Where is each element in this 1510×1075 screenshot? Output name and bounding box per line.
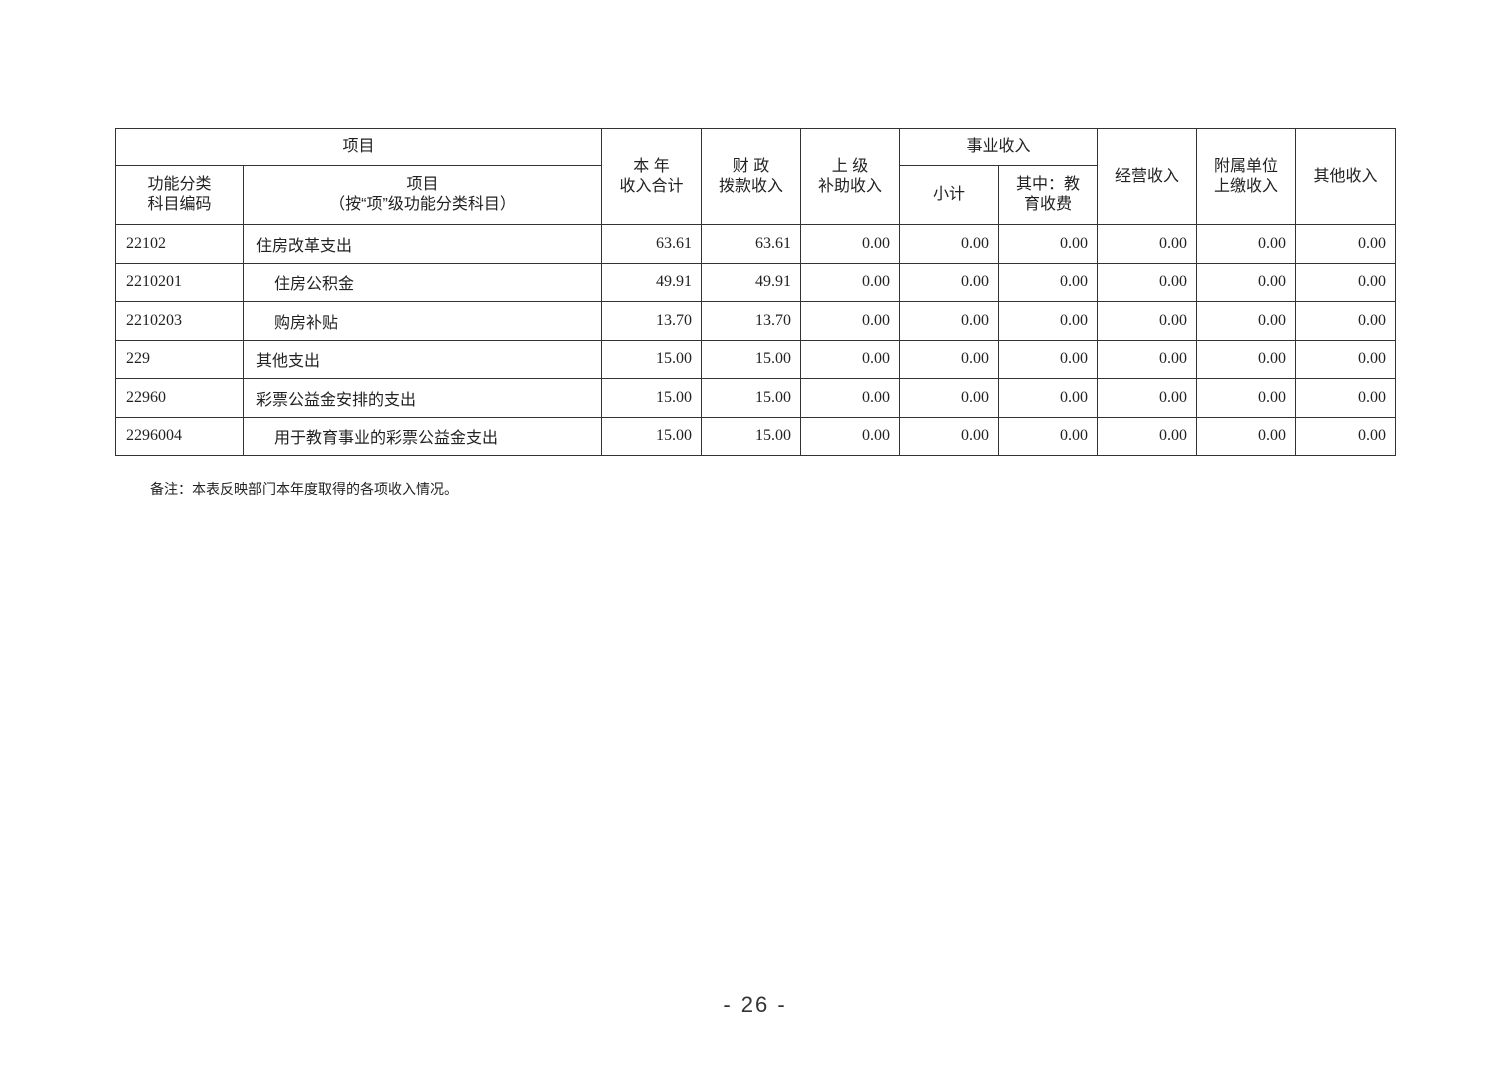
row-value: 0.00 [899,224,1000,264]
row-value: 0.00 [1097,224,1198,264]
table-row: 2210203 购房补贴 13.70 13.70 0.00 0.00 0.00 0.00 0.0… [115,301,1397,341]
row-name: 住房公积金 [242,262,603,302]
table-row: 2210201 住房公积金 49.91 49.91 0.00 0.00 0.00 0.00 0.… [115,262,1397,302]
row-value: 0.00 [1097,262,1198,302]
row-value: 0.00 [899,262,1000,302]
row-value: 0.00 [1097,416,1198,456]
row-value: 0.00 [1295,339,1397,379]
row-name: 住房改革支出 [242,224,603,264]
row-value: 0.00 [1295,378,1397,418]
row-code: 2296004 [115,416,244,456]
row-code: 22960 [115,378,244,418]
row-value: 15.00 [701,339,802,379]
table-row: 22960 彩票公益金安排的支出 15.00 15.00 0.00 0.00 0.00 0.0… [115,378,1397,418]
row-value: 49.91 [601,262,703,302]
row-code: 229 [115,339,244,379]
row-value: 0.00 [800,224,901,264]
row-value: 0.00 [998,416,1099,456]
row-value: 13.70 [701,301,802,341]
row-value: 0.00 [1097,339,1198,379]
row-value: 0.00 [1097,301,1198,341]
row-code: 2210203 [115,301,244,341]
header-superior: 上 级 补助收入 [800,128,901,225]
row-value: 0.00 [1295,262,1397,302]
row-value: 0.00 [1196,224,1297,264]
row-code: 22102 [115,224,244,264]
header-business: 事业收入 [899,128,1099,166]
row-value: 0.00 [800,416,901,456]
row-value: 0.00 [1196,301,1297,341]
header-code: 功能分类 科目编码 [115,165,244,225]
row-value: 0.00 [800,262,901,302]
header-operating: 经营收入 [1097,128,1198,225]
row-value: 0.00 [899,416,1000,456]
row-value: 0.00 [1196,378,1297,418]
row-value: 0.00 [800,378,901,418]
table-row: 229 其他支出 15.00 15.00 0.00 0.00 0.00 0.00 0.00 0.0… [115,339,1397,379]
header-other: 其他收入 [1295,128,1397,225]
table-row: 22102 住房改革支出 63.61 63.61 0.00 0.00 0.00 0.00 0.0… [115,224,1397,264]
page-number: - 26 - [723,992,787,1017]
row-value: 0.00 [899,339,1000,379]
row-value: 0.00 [1295,301,1397,341]
table-row: 2296004 用于教育事业的彩票公益金支出 15.00 15.00 0.00 0.00 0… [115,416,1397,456]
row-value: 0.00 [998,301,1099,341]
row-name: 其他支出 [242,339,603,379]
row-code: 2210201 [115,262,244,302]
row-value: 0.00 [1196,262,1297,302]
header-total: 本 年 收入合计 [601,128,703,225]
row-value: 0.00 [1295,416,1397,456]
row-value: 0.00 [1196,416,1297,456]
header-fiscal: 财 政 拨款收入 [701,128,802,225]
row-value: 0.00 [1196,339,1297,379]
row-value: 63.61 [601,224,703,264]
header-affiliated: 附属单位 上缴收入 [1196,128,1297,225]
row-value: 0.00 [899,378,1000,418]
row-value: 0.00 [998,378,1099,418]
header-item: 项目 [114,128,603,166]
header-item-name: 项目 （按“项”级功能分类科目） [242,165,603,225]
row-name: 用于教育事业的彩票公益金支出 [242,416,603,456]
row-name: 购房补贴 [242,301,603,341]
row-value: 15.00 [701,416,802,456]
row-value: 15.00 [601,378,703,418]
row-value: 15.00 [601,339,703,379]
row-value: 0.00 [800,301,901,341]
row-value: 0.00 [998,339,1099,379]
header-edu-fees: 其中：教 育收费 [998,165,1099,225]
row-name: 彩票公益金安排的支出 [242,378,603,418]
row-value: 15.00 [701,378,802,418]
header-subtotal: 小计 [899,165,1000,225]
row-value: 63.61 [701,224,802,264]
row-value: 0.00 [998,224,1099,264]
row-value: 0.00 [998,262,1099,302]
row-value: 0.00 [800,339,901,379]
row-value: 0.00 [1097,378,1198,418]
row-value: 49.91 [701,262,802,302]
row-value: 0.00 [899,301,1000,341]
row-value: 15.00 [601,416,703,456]
row-value: 13.70 [601,301,703,341]
table-note: 备注：本表反映部门本年度取得的各项收入情况。 [150,483,458,498]
income-table: 项目 本 年 收入合计 财 政 拨款收入 上 级 补助收入 事业收入 经营收入 … [114,128,1397,456]
row-value: 0.00 [1295,224,1397,264]
